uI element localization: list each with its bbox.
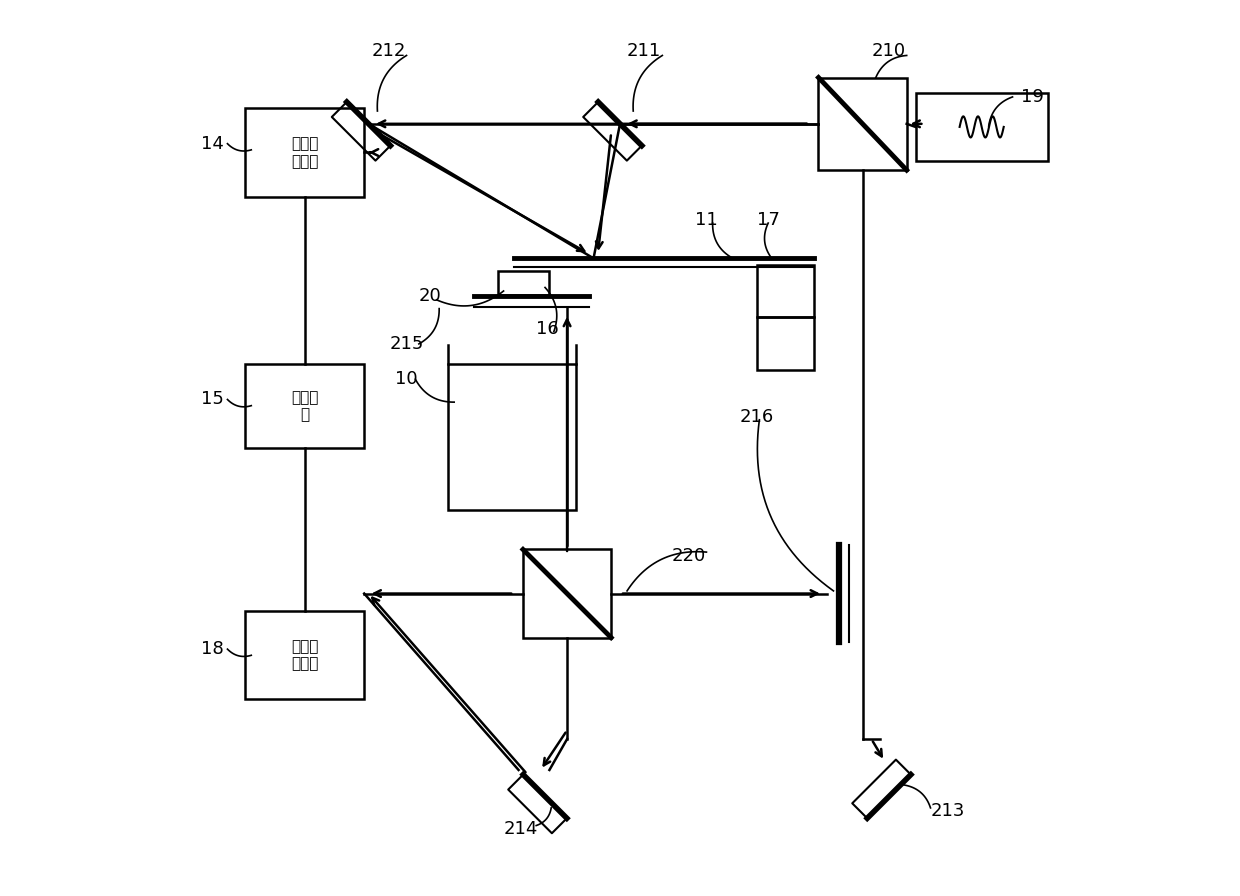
Text: 16: 16	[536, 320, 559, 338]
Text: 处理模
块: 处理模 块	[291, 390, 319, 422]
Bar	[246, 364, 365, 448]
Text: 214: 214	[503, 820, 538, 838]
Text: 11: 11	[696, 211, 718, 229]
Text: 215: 215	[389, 335, 424, 353]
Bar	[246, 611, 365, 700]
Text: 18: 18	[201, 640, 224, 659]
Bar	[756, 317, 815, 370]
Text: 第一测
量模块: 第一测 量模块	[291, 136, 319, 168]
Text: 第二测
量模块: 第二测 量模块	[291, 639, 319, 671]
Text: 20: 20	[419, 288, 441, 306]
Text: 210: 210	[872, 42, 906, 60]
Bar	[523, 549, 611, 638]
Text: 17: 17	[756, 211, 780, 229]
Bar	[448, 364, 575, 510]
Bar	[756, 264, 815, 317]
Bar	[915, 92, 1048, 161]
Text: 14: 14	[201, 134, 224, 152]
Bar	[498, 271, 549, 296]
Bar	[246, 108, 365, 196]
Text: 212: 212	[372, 42, 405, 60]
Text: 15: 15	[201, 391, 224, 409]
Text: 19: 19	[1021, 88, 1043, 106]
Text: 10: 10	[396, 370, 418, 388]
Text: 213: 213	[931, 803, 965, 821]
Text: 216: 216	[739, 408, 774, 426]
Text: 211: 211	[626, 42, 661, 60]
Text: 220: 220	[672, 547, 706, 564]
Bar	[818, 78, 906, 170]
